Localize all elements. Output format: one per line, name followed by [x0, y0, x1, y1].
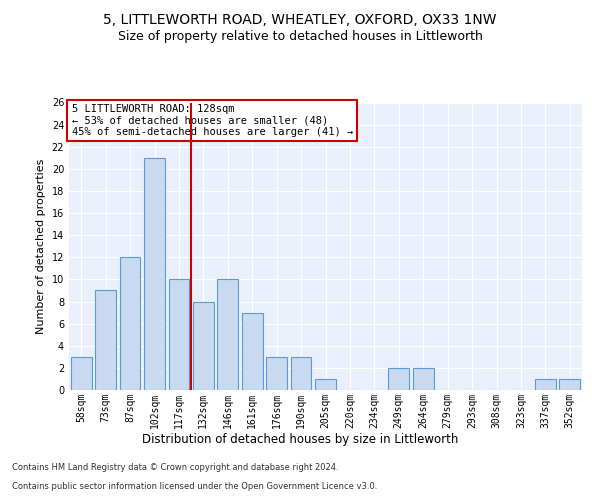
Bar — [315, 379, 336, 390]
Bar — [217, 280, 238, 390]
Bar — [242, 312, 263, 390]
Bar — [169, 280, 190, 390]
Bar — [95, 290, 116, 390]
Y-axis label: Number of detached properties: Number of detached properties — [36, 158, 46, 334]
Text: Size of property relative to detached houses in Littleworth: Size of property relative to detached ho… — [118, 30, 482, 43]
Bar — [559, 379, 580, 390]
Bar — [290, 357, 311, 390]
Text: 5 LITTLEWORTH ROAD: 128sqm
← 53% of detached houses are smaller (48)
45% of semi: 5 LITTLEWORTH ROAD: 128sqm ← 53% of deta… — [71, 104, 353, 137]
Bar — [535, 379, 556, 390]
Bar — [413, 368, 434, 390]
Bar — [388, 368, 409, 390]
Text: Distribution of detached houses by size in Littleworth: Distribution of detached houses by size … — [142, 432, 458, 446]
Text: Contains public sector information licensed under the Open Government Licence v3: Contains public sector information licen… — [12, 482, 377, 491]
Text: 5, LITTLEWORTH ROAD, WHEATLEY, OXFORD, OX33 1NW: 5, LITTLEWORTH ROAD, WHEATLEY, OXFORD, O… — [103, 12, 497, 26]
Bar — [71, 357, 92, 390]
Bar — [193, 302, 214, 390]
Bar — [144, 158, 165, 390]
Bar — [119, 258, 140, 390]
Text: Contains HM Land Registry data © Crown copyright and database right 2024.: Contains HM Land Registry data © Crown c… — [12, 464, 338, 472]
Bar — [266, 357, 287, 390]
